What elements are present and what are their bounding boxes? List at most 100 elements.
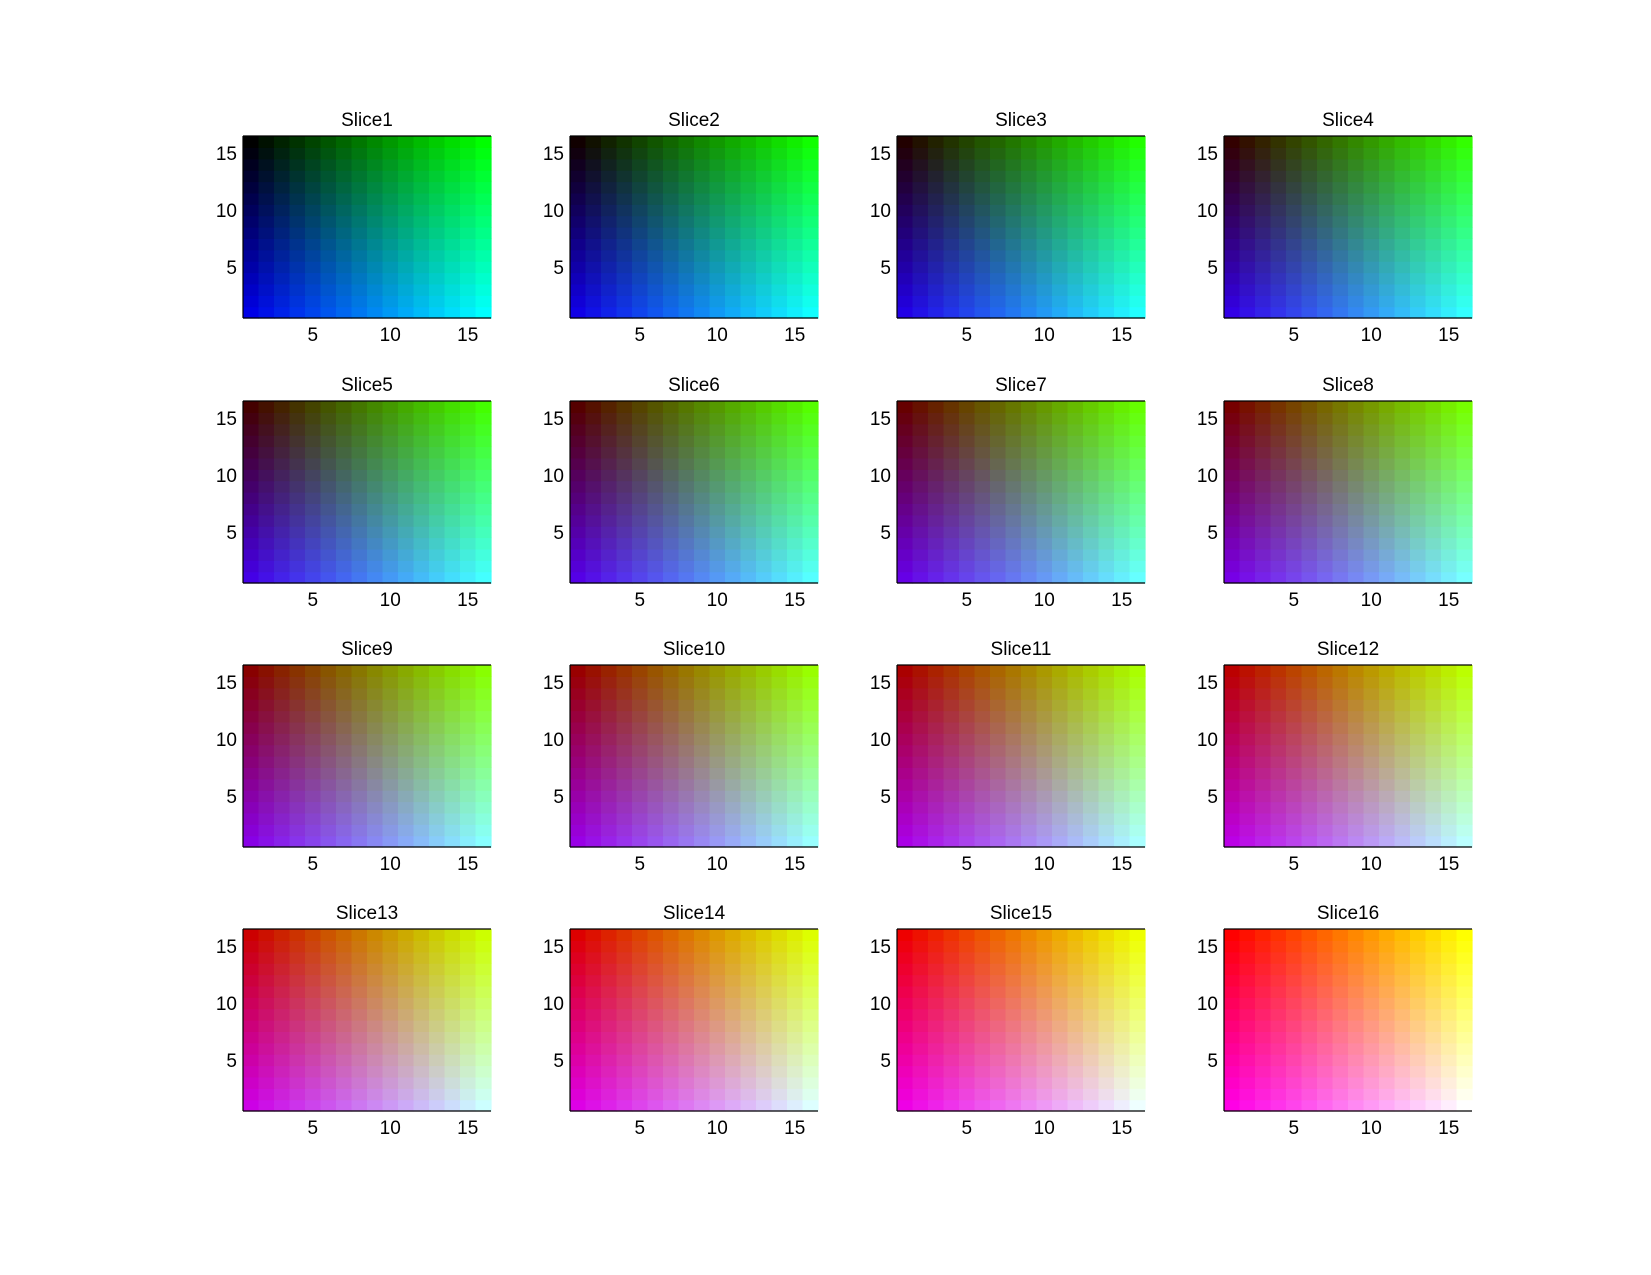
heatmap-cell xyxy=(1114,1008,1131,1021)
heatmap-cell xyxy=(616,215,633,228)
heatmap-cell xyxy=(413,192,430,205)
heatmap-cell xyxy=(351,801,368,814)
heatmap-cell xyxy=(1005,699,1022,712)
heatmap-cell xyxy=(694,238,711,251)
heatmap-cell xyxy=(336,492,353,504)
heatmap-cell xyxy=(1348,985,1365,998)
heatmap-cell xyxy=(1224,940,1241,953)
heatmap-cell xyxy=(1270,790,1287,803)
heatmap-cell xyxy=(709,480,726,493)
heatmap-cell xyxy=(429,767,446,780)
heatmap-cell xyxy=(725,548,742,561)
heatmap-cell xyxy=(398,514,415,527)
heatmap-cell xyxy=(647,1065,664,1078)
heatmap-cell xyxy=(959,181,976,194)
heatmap-cell xyxy=(1317,974,1334,987)
heatmap-cell xyxy=(475,249,492,262)
heatmap-cell xyxy=(709,401,726,413)
heatmap-cell xyxy=(725,778,742,791)
heatmap-cell xyxy=(585,812,602,825)
heatmap-cell xyxy=(429,733,446,746)
heatmap-cell xyxy=(1286,435,1303,448)
heatmap-cell xyxy=(928,537,945,550)
heatmap-cell xyxy=(663,192,680,205)
heatmap-cell xyxy=(601,985,618,998)
heatmap-cell xyxy=(1098,537,1115,550)
heatmap-cell xyxy=(1317,423,1334,436)
heatmap-cell xyxy=(1348,1020,1365,1032)
heatmap-cell xyxy=(616,997,633,1010)
heatmap-cell xyxy=(974,1020,991,1032)
heatmap-cell xyxy=(475,721,492,734)
heatmap-cell xyxy=(1456,940,1473,953)
heatmap-cell xyxy=(725,1054,742,1067)
heatmap-cell xyxy=(460,812,477,825)
heatmap-cell xyxy=(367,147,384,160)
heatmap-cell xyxy=(943,767,960,780)
heatmap-cell xyxy=(771,1008,788,1021)
heatmap-cell xyxy=(912,503,929,516)
heatmap-cell xyxy=(616,170,633,183)
heatmap-cell xyxy=(1394,1042,1411,1055)
heatmap-cell xyxy=(1348,215,1365,228)
heatmap-cell xyxy=(740,790,757,803)
heatmap-cell xyxy=(258,687,275,700)
heatmap-cell xyxy=(1410,514,1427,527)
heatmap-cell xyxy=(475,227,492,239)
heatmap-cell xyxy=(1021,985,1038,998)
heatmap-cell xyxy=(305,204,322,217)
heatmap-cell xyxy=(1363,721,1380,734)
heatmap-cell xyxy=(771,227,788,239)
heatmap-cell xyxy=(1270,435,1287,448)
heatmap-cell xyxy=(367,963,384,976)
heatmap-cell xyxy=(616,492,633,504)
heatmap-cell xyxy=(1332,676,1349,689)
heatmap-cell xyxy=(1239,401,1256,413)
heatmap-cell xyxy=(756,283,773,296)
heatmap-cell xyxy=(1270,204,1287,217)
heatmap-cell xyxy=(475,181,492,194)
heatmap-cell xyxy=(740,227,757,239)
heatmap-cell xyxy=(1441,733,1458,746)
heatmap-cell xyxy=(694,158,711,171)
heatmap-cell xyxy=(243,1076,260,1089)
heatmap-cell xyxy=(1301,249,1318,262)
heatmap-cell xyxy=(647,548,664,561)
heatmap-cell xyxy=(475,548,492,561)
x-tick-label: 15 xyxy=(1111,1118,1132,1139)
heatmap-cell xyxy=(1348,295,1365,308)
heatmap-cell xyxy=(1317,721,1334,734)
heatmap-cell xyxy=(709,560,726,573)
heatmap-cell xyxy=(632,492,649,504)
heatmap-cell xyxy=(1021,469,1038,482)
x-tick-label: 10 xyxy=(380,854,401,875)
heatmap-cell xyxy=(258,1054,275,1067)
heatmap-cell xyxy=(1425,1031,1442,1044)
heatmap-cell xyxy=(663,1054,680,1067)
heatmap-cell xyxy=(1270,170,1287,183)
x-tick-label: 10 xyxy=(380,1118,401,1139)
heatmap-cell xyxy=(663,790,680,803)
heatmap-cell xyxy=(460,401,477,413)
heatmap-cell xyxy=(647,469,664,482)
heatmap-cell xyxy=(771,249,788,262)
heatmap-cell xyxy=(990,1065,1007,1078)
heatmap-cell xyxy=(974,514,991,527)
heatmap-cell xyxy=(1255,710,1272,723)
heatmap-cell xyxy=(632,756,649,768)
heatmap-cell xyxy=(756,744,773,757)
heatmap-cell xyxy=(802,215,819,228)
heatmap-cell xyxy=(1379,492,1396,504)
heatmap-cell xyxy=(802,801,819,814)
heatmap-cell xyxy=(367,136,384,148)
heatmap-cell xyxy=(460,492,477,504)
heatmap-cell xyxy=(398,985,415,998)
heatmap-cell xyxy=(258,136,275,148)
heatmap-cell xyxy=(601,204,618,217)
heatmap-cell xyxy=(1239,469,1256,482)
heatmap-cell xyxy=(585,940,602,953)
heatmap-cell xyxy=(1410,676,1427,689)
heatmap-cell xyxy=(725,526,742,539)
heatmap-cell xyxy=(1005,1065,1022,1078)
